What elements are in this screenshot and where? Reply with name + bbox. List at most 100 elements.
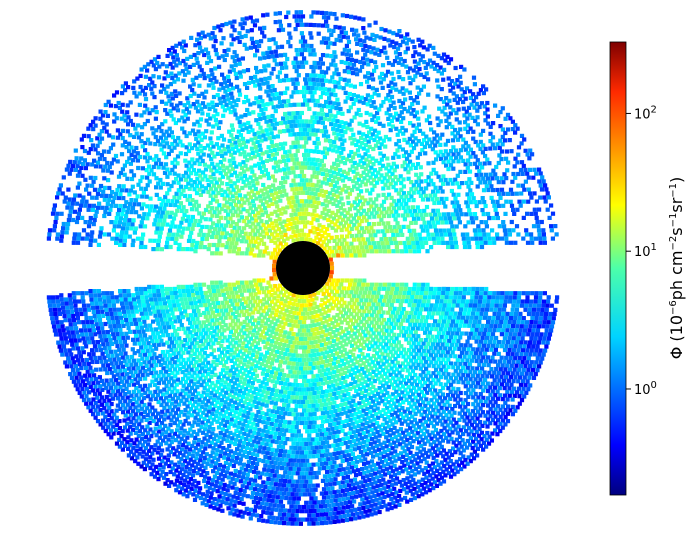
flux-pixel [226,106,231,111]
flux-pixel [382,206,387,212]
flux-pixel [176,204,182,210]
flux-pixel [354,233,359,238]
flux-pixel [136,358,141,363]
flux-pixel [364,420,369,426]
flux-pixel [183,391,188,396]
flux-pixel [141,303,147,308]
flux-pixel [267,425,272,430]
flux-pixel [220,357,225,362]
flux-pixel [190,333,195,338]
flux-pixel [232,181,237,186]
flux-pixel [286,343,291,349]
flux-pixel [367,346,372,352]
flux-pixel [348,136,353,141]
flux-pixel [384,96,389,101]
flux-pixel [348,448,353,453]
flux-pixel [228,190,233,195]
flux-pixel [330,306,335,311]
flux-pixel [315,424,320,429]
flux-pixel [213,304,218,310]
flux-pixel [161,198,166,203]
flux-pixel [215,284,220,289]
flux-pixel [440,220,445,225]
flux-pixel [340,178,346,183]
flux-pixel [224,300,229,305]
flux-pixel [267,184,272,190]
flux-pixel [483,311,489,316]
flux-pixel [172,286,177,291]
flux-pixel [302,408,307,413]
flux-pixel [292,310,297,316]
flux-pixel [146,212,151,217]
flux-pixel [206,419,211,424]
flux-pixel [293,182,298,187]
flux-pixel [337,386,342,391]
flux-pixel [184,170,189,175]
flux-pixel [370,237,375,242]
flux-pixel [417,322,422,327]
flux-pixel [335,360,341,365]
flux-pixel [381,213,386,219]
flux-pixel [302,328,307,333]
flux-pixel [304,207,309,212]
flux-pixel [339,211,344,216]
flux-pixel [149,327,154,332]
flux-pixel [271,251,276,256]
flux-pixel [401,347,406,352]
flux-pixel [354,298,359,303]
flux-pixel [365,337,370,342]
flux-pixel [406,198,411,203]
flux-pixel [142,212,147,217]
flux-pixel [391,232,396,237]
flux-pixel [289,348,294,353]
flux-pixel [320,150,325,155]
flux-pixel [218,430,223,436]
flux-pixel [375,345,380,350]
flux-pixel [469,351,474,356]
flux-pixel [241,235,246,240]
flux-pixel [321,224,326,230]
flux-pixel [245,158,250,163]
flux-pixel [312,119,317,124]
flux-pixel [210,100,215,105]
flux-pixel [238,210,243,215]
flux-pixel [285,236,290,241]
flux-pixel [273,284,278,289]
flux-pixel [231,187,236,192]
flux-pixel [360,422,365,427]
flux-pixel [252,430,257,435]
flux-pixel [367,424,372,429]
flux-pixel [184,313,189,318]
flux-pixel [152,293,157,298]
flux-pixel [302,299,307,304]
flux-pixel [258,414,263,420]
flux-pixel [476,224,481,229]
flux-pixel [283,411,288,416]
flux-pixel [472,303,477,308]
flux-pixel [456,372,461,377]
flux-pixel [245,107,250,113]
flux-pixel [410,236,415,241]
flux-pixel [439,232,444,237]
flux-pixel [282,303,287,308]
flux-pixel [440,236,445,241]
flux-pixel [483,220,489,225]
flux-pixel [170,160,175,165]
flux-pixel [257,143,262,148]
flux-pixel [407,314,412,319]
flux-pixel [192,320,197,325]
flux-pixel [300,399,306,405]
flux-pixel [379,413,384,418]
flux-pixel [200,158,205,164]
flux-pixel [330,187,335,192]
flux-pixel [374,158,379,163]
flux-pixel [434,367,439,372]
flux-pixel [179,234,184,239]
flux-pixel [298,433,303,438]
flux-pixel [373,426,378,431]
flux-pixel [187,194,192,199]
flux-pixel [272,126,277,131]
flux-pixel [271,426,276,431]
flux-pixel [241,296,246,301]
flux-pixel [211,348,216,353]
